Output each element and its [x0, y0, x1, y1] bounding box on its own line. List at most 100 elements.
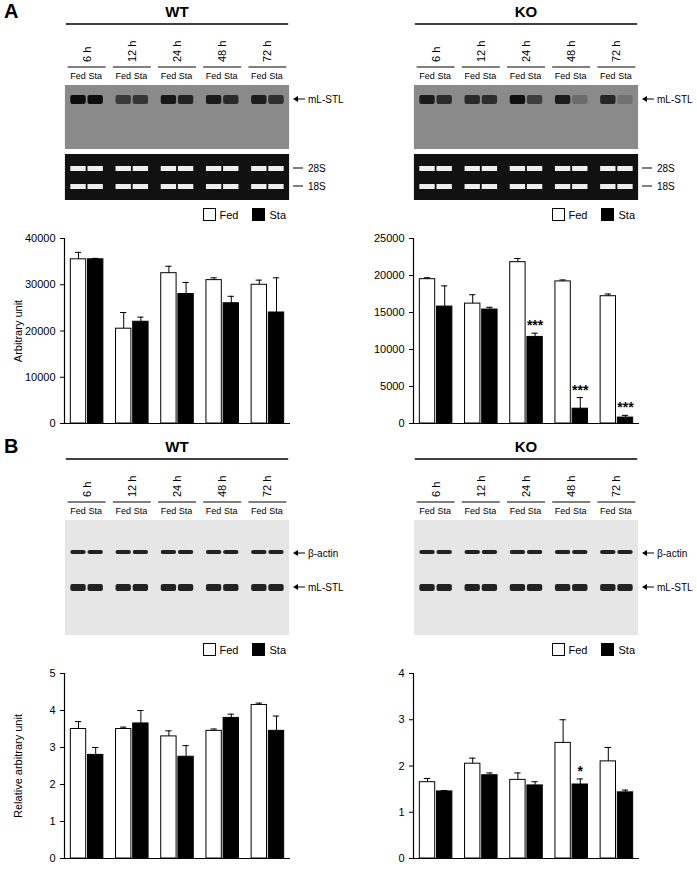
svg-text:Sta: Sta	[483, 71, 497, 81]
svg-text:48 h: 48 h	[565, 41, 577, 62]
svg-text:Fed: Fed	[464, 506, 480, 516]
svg-text:Fed: Fed	[115, 71, 131, 81]
svg-text:Fed: Fed	[419, 71, 435, 81]
svg-text:0: 0	[49, 417, 55, 429]
svg-text:10000: 10000	[374, 343, 405, 355]
svg-text:18S: 18S	[308, 181, 326, 192]
svg-text:Fed: Fed	[70, 71, 86, 81]
svg-text:Sta: Sta	[134, 506, 148, 516]
svg-text:24 h: 24 h	[171, 476, 183, 497]
svg-text:28S: 28S	[657, 163, 675, 174]
svg-text:1: 1	[49, 815, 55, 827]
svg-text:Fed: Fed	[115, 506, 131, 516]
svg-text:12 h: 12 h	[126, 41, 138, 62]
svg-text:48 h: 48 h	[565, 476, 577, 497]
svg-text:Relative arbitrary unit: Relative arbitrary unit	[12, 714, 24, 818]
svg-text:KO: KO	[515, 438, 538, 455]
svg-text:Sta: Sta	[618, 506, 632, 516]
svg-text:Sta: Sta	[88, 506, 102, 516]
svg-text:3: 3	[398, 713, 404, 725]
svg-text:Sta: Sta	[179, 506, 193, 516]
svg-text:Sta: Sta	[573, 71, 587, 81]
svg-text:mL-STL: mL-STL	[308, 94, 344, 105]
svg-text:20000: 20000	[374, 269, 405, 281]
svg-text:72 h: 72 h	[610, 41, 622, 62]
svg-text:mL-STL: mL-STL	[308, 582, 344, 593]
svg-text:6 h: 6 h	[430, 47, 442, 62]
svg-text:1: 1	[398, 806, 404, 818]
svg-text:Sta: Sta	[483, 506, 497, 516]
svg-text:5: 5	[49, 667, 55, 679]
svg-text:72 h: 72 h	[261, 476, 273, 497]
svg-text:Fed: Fed	[600, 71, 616, 81]
svg-text:Fed: Fed	[555, 506, 571, 516]
svg-text:***: ***	[617, 399, 634, 415]
svg-text:Sta: Sta	[179, 71, 193, 81]
svg-text:***: ***	[572, 382, 589, 398]
svg-text:β-actin: β-actin	[657, 548, 687, 559]
svg-text:Sta: Sta	[88, 71, 102, 81]
svg-text:0: 0	[398, 852, 404, 864]
svg-text:5000: 5000	[380, 380, 404, 392]
svg-text:15000: 15000	[374, 306, 405, 318]
svg-text:2: 2	[398, 760, 404, 772]
svg-text:Sta: Sta	[224, 71, 238, 81]
svg-text:6 h: 6 h	[81, 482, 93, 497]
svg-text:72 h: 72 h	[610, 476, 622, 497]
svg-text:Fed: Fed	[206, 71, 222, 81]
svg-text:0: 0	[49, 852, 55, 864]
svg-text:3: 3	[49, 741, 55, 753]
svg-text:Arbitrary unit: Arbitrary unit	[12, 300, 24, 362]
svg-text:24 h: 24 h	[520, 476, 532, 497]
svg-text:Sta: Sta	[528, 506, 542, 516]
svg-text:***: ***	[527, 317, 544, 333]
svg-text:Sta: Sta	[134, 71, 148, 81]
svg-text:4: 4	[398, 667, 404, 679]
svg-text:48 h: 48 h	[216, 41, 228, 62]
svg-text:Sta: Sta	[437, 506, 451, 516]
svg-text:24 h: 24 h	[520, 41, 532, 62]
svg-text:Sta: Sta	[573, 506, 587, 516]
svg-text:Sta: Sta	[269, 506, 283, 516]
svg-text:20000: 20000	[25, 325, 56, 337]
svg-text:Fed: Fed	[206, 506, 222, 516]
svg-text:Sta: Sta	[618, 71, 632, 81]
svg-text:12 h: 12 h	[126, 476, 138, 497]
svg-text:Fed: Fed	[510, 506, 526, 516]
svg-text:WT: WT	[165, 438, 188, 455]
svg-text:mL-STL: mL-STL	[657, 94, 693, 105]
svg-text:mL-STL: mL-STL	[657, 582, 693, 593]
svg-text:Fed: Fed	[251, 506, 267, 516]
svg-text:6 h: 6 h	[81, 47, 93, 62]
svg-text:Fed: Fed	[510, 71, 526, 81]
svg-text:KO: KO	[515, 3, 538, 20]
svg-text:Sta: Sta	[269, 71, 283, 81]
svg-text:Sta: Sta	[224, 506, 238, 516]
svg-text:40000: 40000	[25, 232, 56, 244]
svg-text:30000: 30000	[25, 278, 56, 290]
svg-text:Fed: Fed	[161, 506, 177, 516]
svg-text:Sta: Sta	[437, 71, 451, 81]
svg-text:4: 4	[49, 704, 55, 716]
svg-text:Fed: Fed	[161, 71, 177, 81]
svg-text:0: 0	[398, 417, 404, 429]
svg-text:25000: 25000	[374, 232, 405, 244]
svg-text:72 h: 72 h	[261, 41, 273, 62]
svg-text:2: 2	[49, 778, 55, 790]
svg-text:Sta: Sta	[528, 71, 542, 81]
svg-text:48 h: 48 h	[216, 476, 228, 497]
svg-text:18S: 18S	[657, 181, 675, 192]
svg-text:*: *	[578, 763, 584, 779]
svg-text:12 h: 12 h	[475, 41, 487, 62]
svg-text:10000: 10000	[25, 371, 56, 383]
svg-text:Fed: Fed	[600, 506, 616, 516]
svg-text:Fed: Fed	[464, 71, 480, 81]
svg-text:Fed: Fed	[251, 71, 267, 81]
svg-text:β-actin: β-actin	[308, 548, 338, 559]
svg-text:28S: 28S	[308, 163, 326, 174]
svg-text:24 h: 24 h	[171, 41, 183, 62]
svg-text:Fed: Fed	[419, 506, 435, 516]
svg-text:12 h: 12 h	[475, 476, 487, 497]
svg-text:Fed: Fed	[70, 506, 86, 516]
svg-text:WT: WT	[165, 3, 188, 20]
